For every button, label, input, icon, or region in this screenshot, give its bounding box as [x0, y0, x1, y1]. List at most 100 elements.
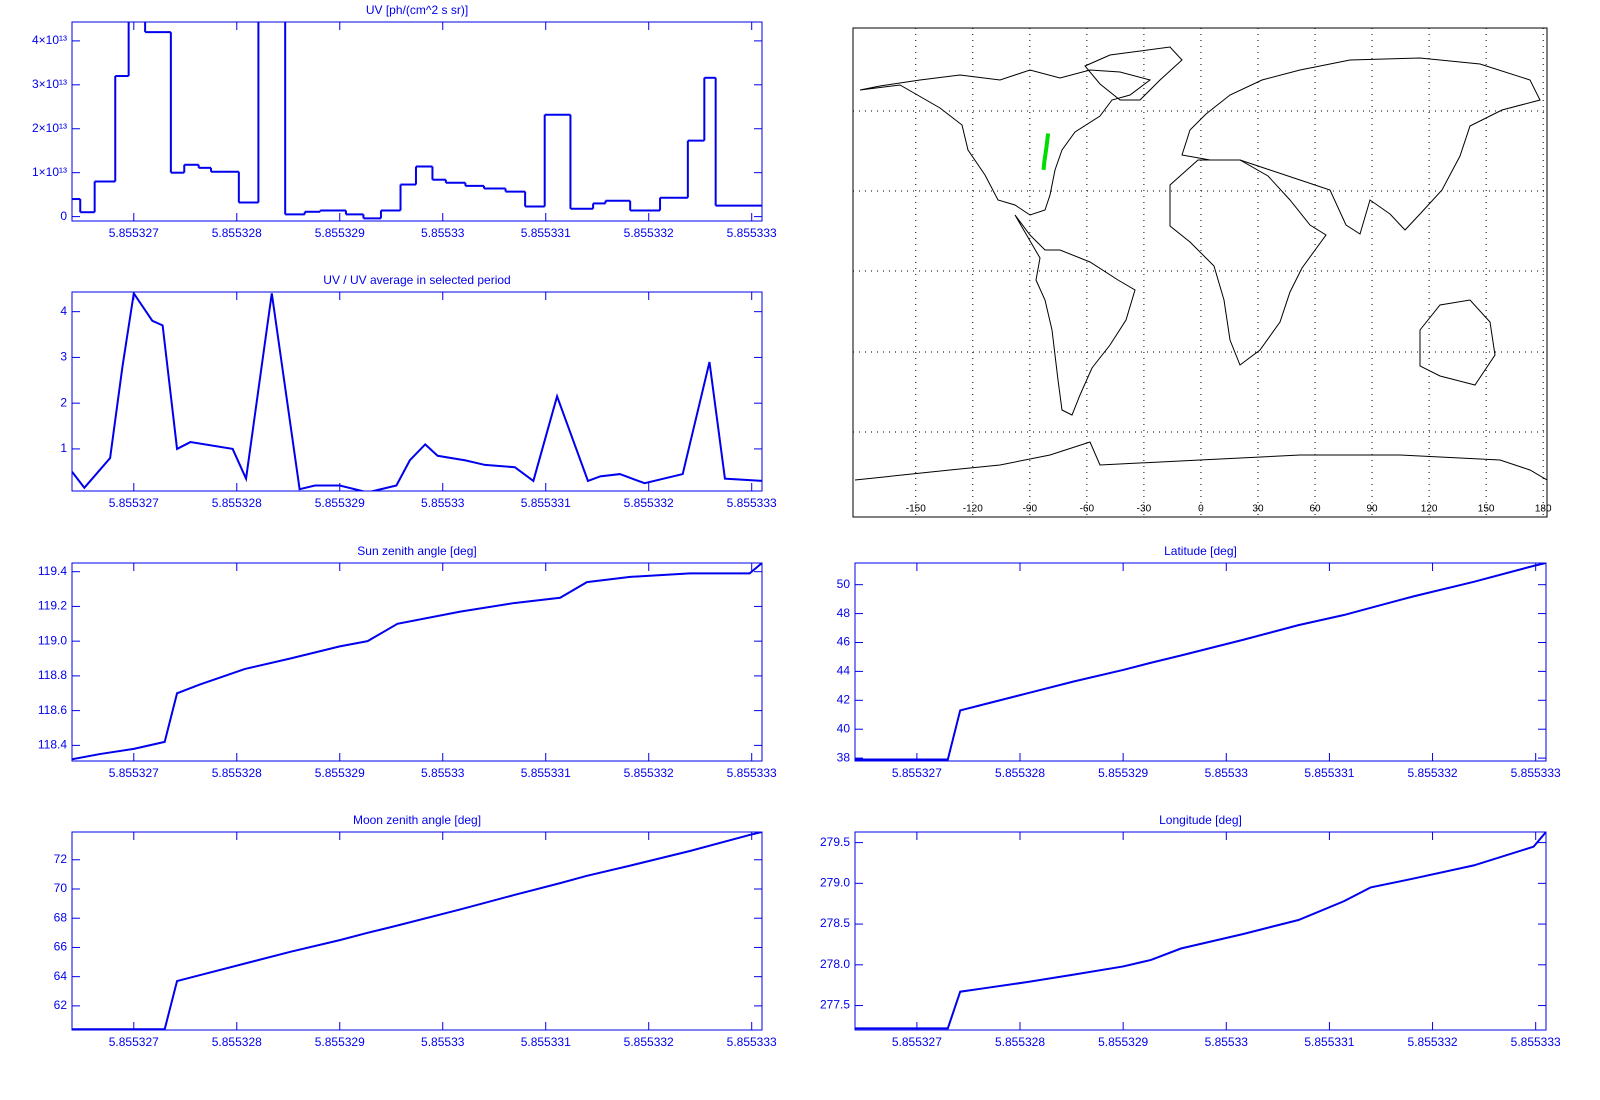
x-tick-label: 150: [1478, 504, 1495, 515]
x-tick-label: 5.855329: [1098, 1035, 1148, 1049]
x-tick-label: 5.855329: [315, 766, 365, 780]
x-tick-label: 5.855333: [1511, 1035, 1561, 1049]
y-tick-label: 50: [837, 577, 851, 591]
x-tick-label: -30: [1137, 504, 1152, 515]
coastline: [859, 69, 1152, 216]
plot-area: [72, 22, 762, 220]
x-tick-label: 5.855333: [1511, 766, 1561, 780]
y-tick-label: 46: [837, 635, 851, 649]
x-tick-label: 5.855328: [212, 496, 262, 510]
plot-area: [855, 832, 1546, 1030]
coastline: [854, 441, 1547, 481]
plot-area: [1041, 133, 1051, 171]
x-tick-label: 30: [1252, 504, 1264, 515]
x-tick-label: 5.855332: [624, 766, 674, 780]
y-tick-label: 70: [54, 881, 68, 895]
x-tick-label: 0: [1198, 504, 1204, 515]
y-tick-label: 119.4: [38, 564, 67, 578]
x-tick-label: 5.855332: [624, 1035, 674, 1049]
y-tick-label: 3×10¹³: [32, 77, 67, 91]
x-tick-label: 5.85533: [1205, 1035, 1249, 1049]
plot-frame: [71, 21, 763, 222]
x-tick-label: 5.855331: [521, 226, 571, 240]
x-tick-label: 5.855332: [624, 496, 674, 510]
x-tick-label: 5.855331: [521, 766, 571, 780]
x-tick-label: 5.855328: [212, 226, 262, 240]
x-tick-label: 60: [1309, 504, 1321, 515]
x-tick-label: 5.855327: [109, 226, 159, 240]
coastline: [1014, 214, 1136, 416]
y-tick-label: 68: [54, 910, 68, 924]
line: [72, 563, 762, 761]
y-tick-label: 118.8: [38, 668, 67, 682]
x-tick-label: -120: [963, 504, 983, 515]
line: [855, 563, 1546, 761]
x-tick-label: 5.855332: [624, 226, 674, 240]
x-tick-label: 5.85533: [1205, 766, 1249, 780]
x-tick-label: 5.855332: [1408, 766, 1458, 780]
y-tick-label: 118.4: [38, 738, 67, 752]
x-tick-label: -60: [1080, 504, 1095, 515]
y-tick-label: 277.5: [820, 998, 850, 1012]
line: [72, 832, 762, 1030]
chart-title: UV / UV average in selected period: [323, 273, 510, 287]
x-tick-label: 5.855327: [109, 496, 159, 510]
coastline: [1419, 299, 1496, 386]
y-tick-label: 279.5: [820, 835, 850, 849]
x-tick-label: 5.855329: [1098, 766, 1148, 780]
x-tick-label: 5.855328: [995, 766, 1045, 780]
y-tick-label: 4×10¹³: [32, 33, 67, 47]
x-tick-label: 180: [1535, 504, 1552, 515]
y-tick-label: 278.5: [820, 916, 850, 930]
plot-frame: [852, 27, 1548, 518]
line: [855, 832, 1546, 1030]
plot-area: [72, 563, 762, 761]
y-tick-label: 119.2: [38, 599, 67, 613]
y-tick-label: 38: [837, 750, 851, 764]
x-tick-label: 5.855331: [1304, 1035, 1354, 1049]
x-tick-label: 5.855327: [892, 766, 942, 780]
x-tick-label: 5.855329: [315, 496, 365, 510]
chart-title: Moon zenith angle [deg]: [353, 813, 481, 827]
plot-frame: [71, 831, 763, 1031]
y-tick-label: 48: [837, 606, 851, 620]
x-tick-label: 120: [1421, 504, 1438, 515]
y-tick-label: 2: [60, 395, 67, 409]
y-tick-label: 62: [54, 998, 68, 1012]
y-tick-label: 278.0: [820, 957, 850, 971]
x-tick-label: 5.855329: [315, 226, 365, 240]
chart-title: Longitude [deg]: [1159, 813, 1242, 827]
x-tick-label: 5.855327: [109, 1035, 159, 1049]
chart-title: UV [ph/(cm^2 s sr)]: [366, 3, 468, 17]
y-tick-label: 64: [54, 969, 68, 983]
y-tick-label: 42: [837, 692, 851, 706]
x-tick-label: 5.855328: [212, 766, 262, 780]
y-tick-label: 2×10¹³: [32, 121, 67, 135]
plot-area: [72, 292, 762, 491]
x-tick-label: 5.855333: [727, 226, 777, 240]
x-tick-label: 5.85533: [421, 766, 465, 780]
x-tick-label: 5.855328: [212, 1035, 262, 1049]
plot-area: [72, 832, 762, 1030]
plot-frame: [71, 291, 763, 492]
x-tick-label: -150: [906, 504, 926, 515]
chart-title: Latitude [deg]: [1164, 544, 1237, 558]
x-tick-label: 5.855327: [892, 1035, 942, 1049]
x-tick-label: 5.855331: [521, 496, 571, 510]
y-tick-label: 66: [54, 940, 68, 954]
coastline: [1181, 57, 1541, 235]
x-tick-label: 5.855329: [315, 1035, 365, 1049]
x-tick-label: 5.855332: [1408, 1035, 1458, 1049]
x-tick-label: 5.855331: [521, 1035, 571, 1049]
chart-title: Sun zenith angle [deg]: [357, 544, 476, 558]
x-tick-label: -90: [1023, 504, 1038, 515]
x-tick-label: 5.855333: [727, 766, 777, 780]
plot-frame: [854, 562, 1547, 762]
y-tick-label: 118.6: [38, 703, 67, 717]
x-tick-label: 90: [1367, 504, 1379, 515]
coastline: [1169, 159, 1327, 366]
y-tick-label: 4: [60, 304, 67, 318]
plot-frame: [854, 831, 1547, 1031]
